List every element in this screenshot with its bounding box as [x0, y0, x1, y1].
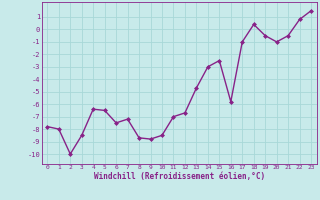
X-axis label: Windchill (Refroidissement éolien,°C): Windchill (Refroidissement éolien,°C) — [94, 172, 265, 181]
